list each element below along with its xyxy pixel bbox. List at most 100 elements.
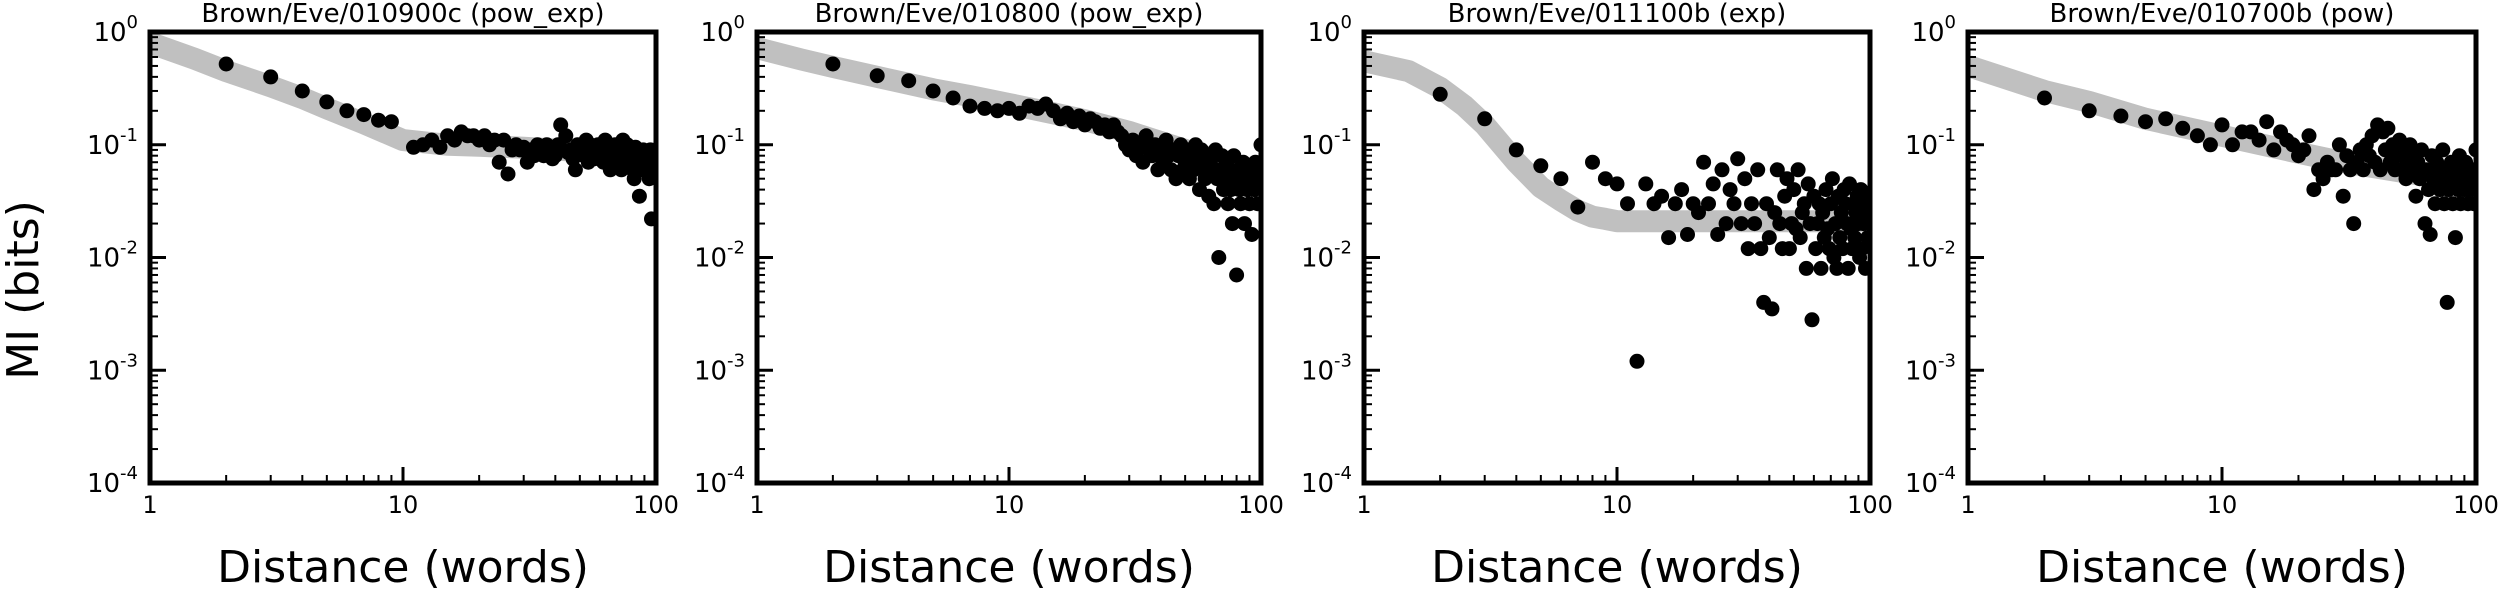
data-point xyxy=(1250,196,1261,212)
data-point xyxy=(371,112,386,128)
x-tick-label: 100 xyxy=(1238,491,1284,519)
data-points xyxy=(1432,86,1870,369)
data-point xyxy=(383,114,399,130)
data-point xyxy=(356,107,372,123)
data-point xyxy=(2251,132,2267,148)
data-point xyxy=(2447,230,2463,246)
data-point xyxy=(1691,205,1706,221)
chart-panel-4: 1 10 100 10-4 10-3 10-2 10-1 100 Brown/Eve/01070… xyxy=(1905,0,2499,593)
data-point xyxy=(644,211,656,227)
data-point xyxy=(1854,241,1870,257)
data-point xyxy=(1753,241,1769,257)
data-point xyxy=(2408,188,2424,204)
y-tick-label: 100 xyxy=(1911,12,1956,48)
data-point xyxy=(2138,114,2153,130)
data-point xyxy=(2306,182,2322,198)
data-point xyxy=(2296,142,2312,158)
data-point xyxy=(294,83,310,99)
data-point xyxy=(1737,171,1753,187)
data-point xyxy=(1772,216,1788,232)
data-point xyxy=(1761,230,1777,246)
data-point xyxy=(1858,260,1870,276)
y-tick-label: 10-3 xyxy=(1301,350,1352,386)
data-point xyxy=(1680,227,1695,242)
x-tick-label: 10 xyxy=(994,491,1025,519)
y-tick-label: 100 xyxy=(700,12,745,48)
data-point xyxy=(1220,196,1236,212)
data-point xyxy=(1733,216,1749,232)
data-point xyxy=(1859,205,1870,221)
data-points xyxy=(218,56,656,227)
data-points xyxy=(825,56,1261,283)
data-point xyxy=(1804,312,1820,328)
data-point xyxy=(2380,120,2396,136)
x-tick-label: 10 xyxy=(388,491,419,519)
data-point xyxy=(496,132,512,148)
data-point xyxy=(2266,142,2282,158)
data-point xyxy=(1661,230,1677,246)
data-point xyxy=(1477,111,1493,127)
panel-title: Brown/Eve/010800 (pow_exp) xyxy=(815,0,1204,29)
data-point xyxy=(1827,216,1843,232)
data-point xyxy=(990,103,1005,119)
data-point xyxy=(1211,250,1227,265)
x-axis-label: Distance (words) xyxy=(2036,542,2408,593)
data-point xyxy=(1840,260,1856,276)
data-point xyxy=(1432,86,1448,102)
data-point xyxy=(500,166,516,182)
data-point xyxy=(1792,230,1808,246)
data-point xyxy=(1654,188,1670,204)
y-tick-label: 10-1 xyxy=(694,125,745,161)
data-point xyxy=(2214,117,2230,133)
data-point xyxy=(2328,162,2344,178)
y-tick-label: 10-4 xyxy=(1905,463,1956,499)
fit-line xyxy=(1364,50,1870,233)
x-axis-label: Distance (words) xyxy=(823,542,1195,593)
x-tick-label: 100 xyxy=(1847,491,1893,519)
data-point xyxy=(1800,176,1816,192)
x-tick-label: 100 xyxy=(2453,491,2499,519)
y-tick-label: 10-2 xyxy=(87,238,138,274)
data-point xyxy=(1705,176,1721,192)
x-tick-label: 1 xyxy=(1960,491,1975,519)
panel-title: Brown/Eve/011100b (exp) xyxy=(1448,0,1787,29)
data-point xyxy=(1750,162,1766,178)
data-point xyxy=(2335,188,2351,204)
data-point xyxy=(1585,154,1600,170)
data-point xyxy=(1779,171,1795,187)
data-point xyxy=(1570,199,1586,215)
data-point xyxy=(1769,162,1785,178)
data-point xyxy=(901,73,917,89)
data-point xyxy=(2301,128,2317,144)
data-point xyxy=(2331,137,2347,153)
data-point xyxy=(2435,142,2451,158)
y-tick-label: 10-2 xyxy=(694,238,745,274)
data-point xyxy=(218,56,234,72)
y-tick-label: 100 xyxy=(93,12,138,48)
data-point xyxy=(1829,260,1845,276)
data-points xyxy=(2037,90,2476,310)
data-point xyxy=(339,103,355,119)
data-point xyxy=(945,90,961,106)
x-tick-label: 10 xyxy=(2207,491,2238,519)
data-point xyxy=(2037,90,2052,106)
data-point xyxy=(2259,114,2275,130)
y-tick-label: 10-4 xyxy=(87,463,138,499)
data-point xyxy=(977,100,993,116)
chart-panel-2: 1 10 100 10-4 10-3 10-2 10-1 100 Brown/Eve/01080… xyxy=(694,0,1284,593)
data-point xyxy=(1726,196,1742,212)
panel-title: Brown/Eve/010700b (pow) xyxy=(2050,0,2395,29)
data-point xyxy=(1842,176,1857,192)
data-point xyxy=(2225,137,2240,153)
data-point xyxy=(2158,111,2174,127)
data-point xyxy=(1798,260,1814,276)
data-point xyxy=(1781,241,1797,257)
plot-frame xyxy=(147,29,659,486)
data-point xyxy=(2202,137,2218,153)
data-point xyxy=(1824,171,1840,187)
x-axis-label: Distance (words) xyxy=(1431,542,1803,593)
data-point xyxy=(1701,196,1716,212)
data-point xyxy=(2081,103,2097,119)
y-tick-label: 10-2 xyxy=(1905,238,1956,274)
data-point xyxy=(1237,216,1252,232)
